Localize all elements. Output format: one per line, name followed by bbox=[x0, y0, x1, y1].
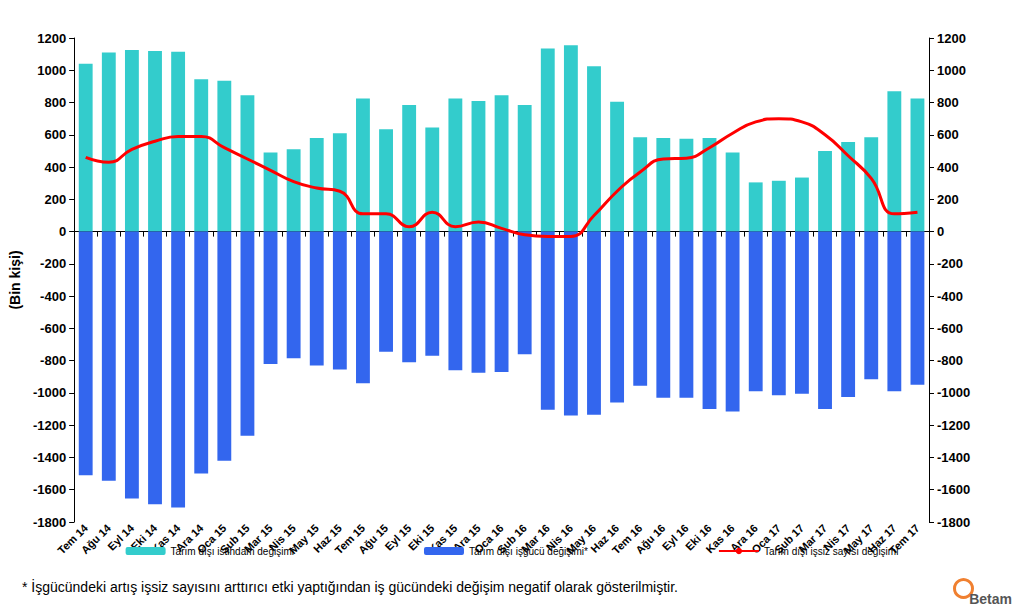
svg-text:Ara 15: Ara 15 bbox=[450, 521, 483, 554]
svg-text:-600: -600 bbox=[40, 321, 66, 336]
svg-text:Oca 15: Oca 15 bbox=[194, 521, 229, 556]
svg-text:-1400: -1400 bbox=[937, 450, 970, 465]
svg-text:Haz 15: Haz 15 bbox=[311, 521, 345, 555]
svg-text:0: 0 bbox=[937, 224, 944, 239]
svg-text:Nis 17: Nis 17 bbox=[821, 521, 853, 554]
svg-text:Tem 14: Tem 14 bbox=[55, 521, 90, 557]
svg-text:Oca 17: Oca 17 bbox=[749, 521, 784, 556]
svg-text:-200: -200 bbox=[40, 256, 66, 271]
svg-text:* İşgücündeki artış işsiz sayı: * İşgücündeki artış işsiz sayısını arttı… bbox=[22, 578, 678, 595]
svg-text:1000: 1000 bbox=[37, 63, 66, 78]
svg-text:Tarım dışı işsiz sayısı değişi: Tarım dışı işsiz sayısı değişimi bbox=[764, 546, 898, 557]
svg-text:Ağu 14: Ağu 14 bbox=[79, 521, 114, 556]
svg-text:Şub 17: Şub 17 bbox=[772, 521, 807, 556]
svg-text:Şub 16: Şub 16 bbox=[495, 521, 529, 556]
svg-text:Kas 15: Kas 15 bbox=[426, 521, 460, 556]
svg-text:800: 800 bbox=[44, 95, 66, 110]
svg-text:-1600: -1600 bbox=[33, 482, 66, 497]
svg-text:-1200: -1200 bbox=[33, 418, 66, 433]
svg-text:Eki 15: Eki 15 bbox=[405, 521, 437, 553]
svg-text:600: 600 bbox=[44, 127, 66, 142]
svg-text:1000: 1000 bbox=[937, 63, 966, 78]
svg-text:Nis 16: Nis 16 bbox=[543, 521, 576, 554]
svg-text:Haz 17: Haz 17 bbox=[865, 521, 899, 555]
svg-text:Kas 16: Kas 16 bbox=[703, 521, 737, 556]
svg-text:600: 600 bbox=[937, 127, 959, 142]
svg-text:200: 200 bbox=[44, 192, 66, 207]
svg-text:-1600: -1600 bbox=[937, 482, 970, 497]
svg-text:May 16: May 16 bbox=[563, 521, 599, 557]
svg-text:Eki 16: Eki 16 bbox=[682, 521, 714, 553]
svg-text:1200: 1200 bbox=[37, 31, 66, 46]
svg-text:-600: -600 bbox=[937, 321, 963, 336]
svg-text:-1400: -1400 bbox=[33, 450, 66, 465]
svg-text:Mar 16: Mar 16 bbox=[518, 521, 552, 555]
svg-text:Ağu 16: Ağu 16 bbox=[633, 522, 667, 556]
svg-text:Ağu 15: Ağu 15 bbox=[356, 522, 390, 556]
svg-text:-1800: -1800 bbox=[937, 515, 970, 530]
svg-text:-1800: -1800 bbox=[33, 515, 66, 530]
svg-text:Eki 14: Eki 14 bbox=[128, 521, 160, 553]
svg-text:-800: -800 bbox=[937, 353, 963, 368]
svg-text:-1000: -1000 bbox=[33, 385, 66, 400]
svg-text:Eyl 15: Eyl 15 bbox=[382, 521, 414, 553]
svg-text:Tarım dışı işgücü değişimi*: Tarım dışı işgücü değişimi* bbox=[469, 546, 588, 557]
svg-text:200: 200 bbox=[937, 192, 959, 207]
svg-text:Haz 16: Haz 16 bbox=[588, 521, 622, 555]
svg-text:Eyl 14: Eyl 14 bbox=[105, 521, 137, 553]
svg-text:Tem 16: Tem 16 bbox=[609, 521, 645, 557]
svg-text:(Bin kişi): (Bin kişi) bbox=[7, 250, 23, 309]
svg-text:Nis 15: Nis 15 bbox=[266, 521, 298, 554]
svg-text:Ara 14: Ara 14 bbox=[173, 521, 206, 554]
svg-text:-800: -800 bbox=[40, 353, 66, 368]
svg-text:Eyl 16: Eyl 16 bbox=[659, 521, 691, 553]
svg-text:Tem 15: Tem 15 bbox=[332, 521, 368, 557]
svg-text:Şub 15: Şub 15 bbox=[217, 521, 252, 556]
svg-text:May 17: May 17 bbox=[841, 521, 876, 557]
svg-text:Kas 14: Kas 14 bbox=[148, 521, 183, 556]
svg-text:Tem 17: Tem 17 bbox=[887, 521, 922, 557]
svg-text:May 15: May 15 bbox=[286, 521, 321, 557]
svg-text:-1000: -1000 bbox=[937, 385, 970, 400]
svg-text:0: 0 bbox=[59, 224, 66, 239]
svg-text:-200: -200 bbox=[937, 256, 963, 271]
svg-text:Oca 16: Oca 16 bbox=[471, 521, 506, 556]
svg-text:Mar 17: Mar 17 bbox=[796, 521, 830, 555]
svg-text:-1200: -1200 bbox=[937, 418, 970, 433]
svg-text:400: 400 bbox=[937, 160, 959, 175]
svg-text:1200: 1200 bbox=[937, 31, 966, 46]
svg-text:800: 800 bbox=[937, 95, 959, 110]
svg-text:Betam: Betam bbox=[969, 591, 1012, 607]
svg-text:400: 400 bbox=[44, 160, 66, 175]
svg-text:Ara 16: Ara 16 bbox=[727, 521, 760, 554]
svg-text:-400: -400 bbox=[937, 289, 963, 304]
svg-text:-400: -400 bbox=[40, 289, 66, 304]
svg-text:Tarım dışı istihdam değişimi: Tarım dışı istihdam değişimi bbox=[171, 546, 294, 557]
svg-text:Mar 15: Mar 15 bbox=[241, 521, 275, 555]
